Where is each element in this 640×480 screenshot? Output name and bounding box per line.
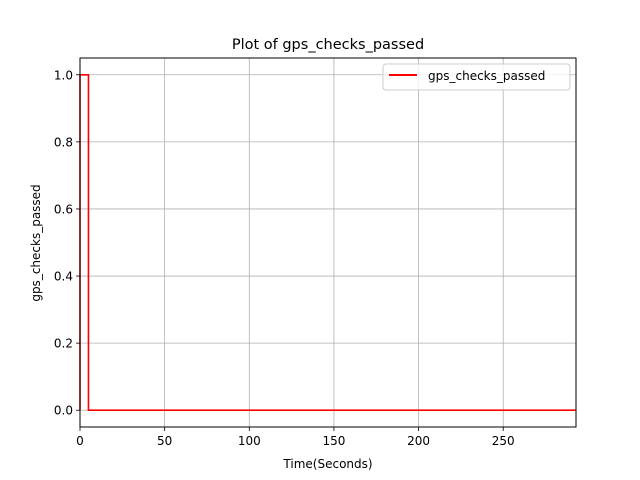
x-tick-label: 200	[407, 434, 430, 448]
legend-box	[382, 63, 571, 91]
y-tick-label: 0.4	[54, 270, 73, 284]
x-tick-label: 150	[322, 434, 345, 448]
grid-lines	[79, 58, 576, 427]
chart-title: Plot of gps_checks_passed	[232, 37, 424, 53]
y-tick-label: 0.6	[54, 202, 73, 216]
y-tick-label: 0.2	[54, 337, 73, 351]
plot-frame	[79, 57, 577, 428]
y-tick-label: 1.0	[54, 68, 73, 82]
legend-label: gps_checks_passed	[428, 69, 545, 83]
y-tick-label: 0.8	[54, 135, 73, 149]
x-axis-ticks: 0 50 100 150 200 250	[76, 427, 515, 448]
x-tick-label: 250	[492, 434, 515, 448]
y-tick-label: 0.0	[54, 404, 73, 418]
x-tick-label: 50	[157, 434, 172, 448]
x-tick-label: 0	[76, 434, 84, 448]
y-axis-label: gps_checks_passed	[29, 184, 43, 301]
x-tick-label: 100	[238, 434, 261, 448]
legend: gps_checks_passed	[382, 63, 571, 91]
x-axis-label: Time(Seconds)	[282, 457, 372, 471]
y-axis-ticks: 0.0 0.2 0.4 0.6 0.8 1.0	[54, 68, 80, 418]
